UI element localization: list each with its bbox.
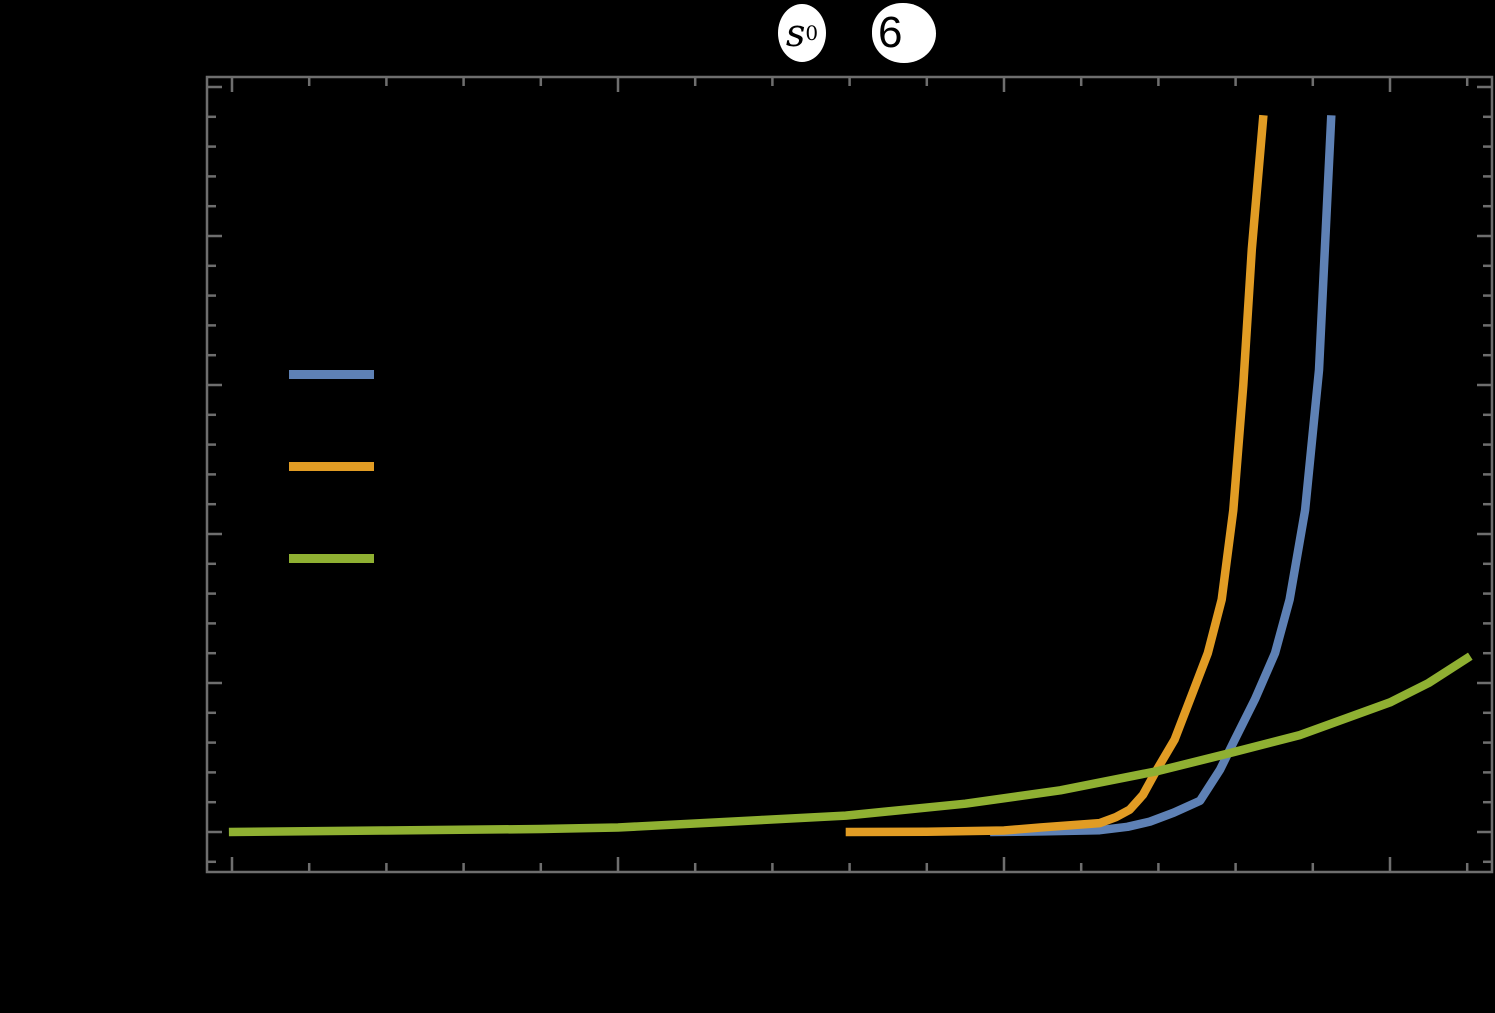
title-symbol: s bbox=[785, 11, 806, 55]
title-subscript: 0 bbox=[805, 21, 819, 45]
data-series bbox=[228, 114, 1473, 837]
plot-frame bbox=[205, 75, 1494, 874]
title-value: 6 bbox=[878, 8, 903, 57]
legend-item-orange bbox=[289, 462, 388, 471]
legend-swatch-blue bbox=[289, 370, 374, 379]
frame-rect bbox=[205, 75, 1494, 874]
series-orange-curve bbox=[845, 114, 1268, 837]
legend-swatch-green bbox=[289, 554, 374, 563]
legend-item-green bbox=[289, 554, 388, 563]
series-blue-curve bbox=[990, 115, 1336, 837]
series-green-curve bbox=[228, 652, 1473, 837]
legend-swatch-orange bbox=[289, 462, 374, 471]
axis-ticks bbox=[207, 77, 1492, 872]
legend-item-blue bbox=[289, 370, 388, 379]
title-value-halo: 6 bbox=[872, 3, 936, 63]
